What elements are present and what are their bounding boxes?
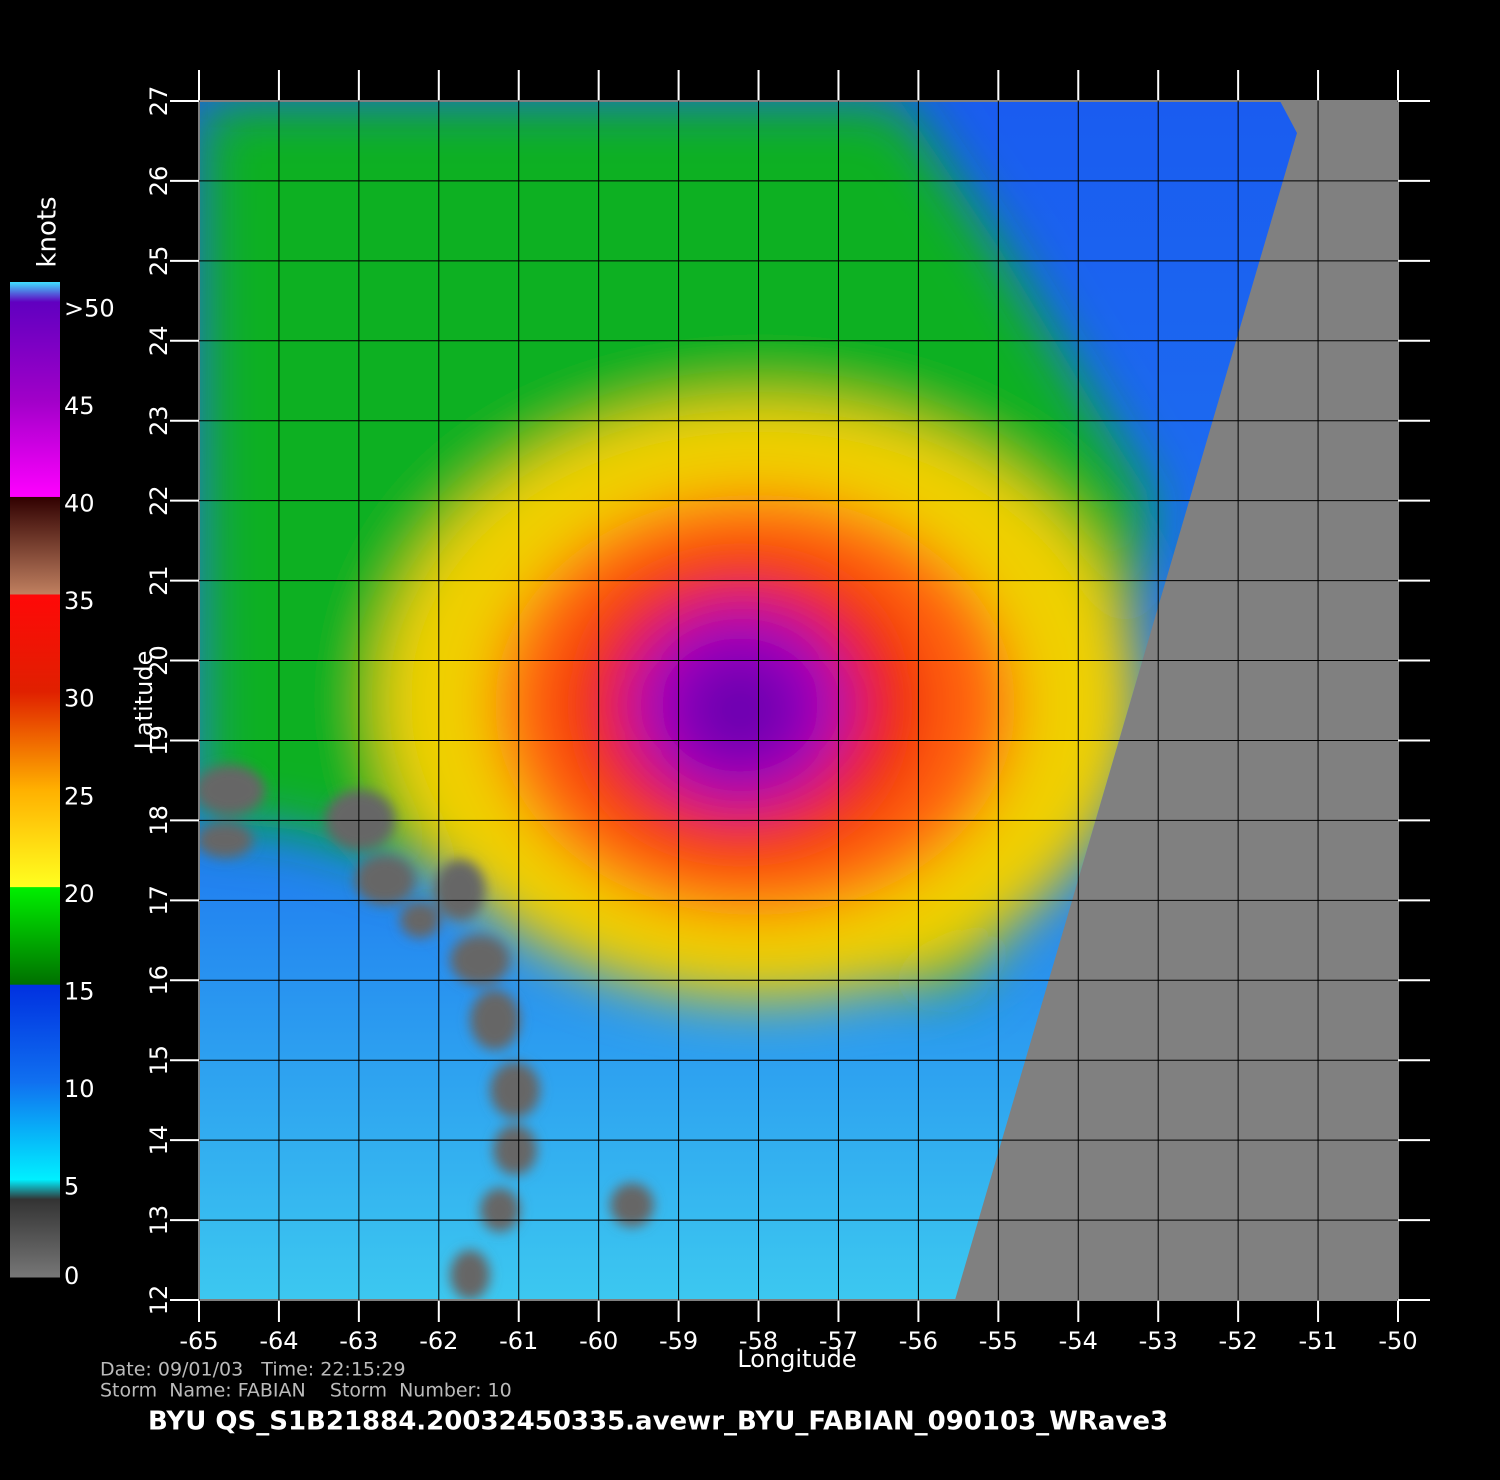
x-tick-label: -62 xyxy=(419,1327,458,1355)
info-line: Storm Name: FABIAN Storm Number: 10 xyxy=(100,1380,512,1402)
x-tick-label: -59 xyxy=(659,1327,698,1355)
x-tick-label: -63 xyxy=(339,1327,378,1355)
y-tick-label: 26 xyxy=(145,166,173,197)
colorbar-label: 10 xyxy=(64,1075,95,1103)
info-line: Date: 09/01/03 Time: 22:15:29 xyxy=(100,1359,406,1381)
colorbar-title: knots xyxy=(33,196,63,267)
y-tick-label: 20 xyxy=(145,645,173,676)
colorbar-label: 20 xyxy=(64,880,95,908)
x-tick-label: -57 xyxy=(819,1327,858,1355)
x-tick-label: -50 xyxy=(1378,1327,1417,1355)
y-tick-label: 27 xyxy=(145,86,173,117)
x-tick-label: -65 xyxy=(179,1327,218,1355)
colorbar-segment xyxy=(10,1081,60,1180)
colorbar-label: 40 xyxy=(64,490,95,518)
y-tick-label: 25 xyxy=(145,246,173,277)
y-axis-title: Latitude xyxy=(130,651,158,750)
x-axis-title: Longitude xyxy=(737,1345,856,1373)
y-tick-label: 12 xyxy=(145,1285,173,1316)
colorbar-label: >50 xyxy=(64,295,115,323)
colorbar-segment xyxy=(10,886,60,985)
x-tick-label: -51 xyxy=(1298,1327,1337,1355)
x-tick-label: -53 xyxy=(1139,1327,1178,1355)
colorbar-segment xyxy=(10,1179,60,1200)
y-tick-label: 22 xyxy=(145,485,173,516)
y-tick-label: 23 xyxy=(145,405,173,436)
x-tick-label: -58 xyxy=(739,1327,778,1355)
colorbar-segment xyxy=(10,301,60,400)
colorbar-label: 15 xyxy=(64,977,95,1005)
colorbar-label: 0 xyxy=(64,1262,79,1290)
colorbar-label: 5 xyxy=(64,1172,79,1200)
y-tick-label: 24 xyxy=(145,326,173,357)
colorbar-segment xyxy=(10,496,60,595)
x-tick-label: -60 xyxy=(579,1327,618,1355)
y-tick-label: 17 xyxy=(145,885,173,916)
colorbar-segment xyxy=(10,282,60,303)
y-tick-label: 21 xyxy=(145,565,173,596)
colorbar-segment xyxy=(10,691,60,790)
colorbar-segment xyxy=(10,594,60,693)
colorbar-segment xyxy=(10,399,60,497)
x-tick-label: -56 xyxy=(899,1327,938,1355)
x-tick-label: -55 xyxy=(979,1327,1018,1355)
colorbar-label: 35 xyxy=(64,587,95,615)
y-tick-label: 13 xyxy=(145,1205,173,1236)
y-tick-label: 14 xyxy=(145,1125,173,1156)
colorbar-segment xyxy=(10,1198,60,1278)
x-tick-label: -52 xyxy=(1219,1327,1258,1355)
y-tick-label: 19 xyxy=(145,725,173,756)
colorbar-label: 30 xyxy=(64,685,95,713)
colorbar-segment xyxy=(10,984,60,1083)
colorbar-label: 25 xyxy=(64,782,95,810)
colorbar-segment xyxy=(10,789,60,888)
wind-field xyxy=(199,101,1297,1300)
y-tick-label: 16 xyxy=(145,965,173,996)
colorbar-label: 45 xyxy=(64,392,95,420)
y-tick-label: 15 xyxy=(145,1045,173,1076)
y-tick-label: 18 xyxy=(145,805,173,836)
file-name: BYU QS_S1B21884.20032450335.avewr_BYU_FA… xyxy=(148,1407,1168,1437)
x-tick-label: -54 xyxy=(1059,1327,1098,1355)
x-tick-label: -64 xyxy=(259,1327,298,1355)
x-tick-label: -61 xyxy=(499,1327,538,1355)
